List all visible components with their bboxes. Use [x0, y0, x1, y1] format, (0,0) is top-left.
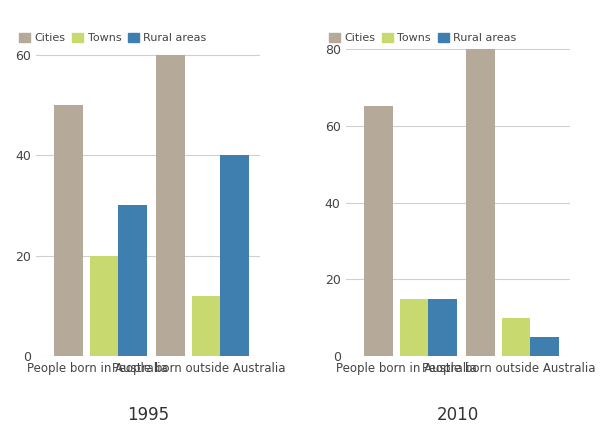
Bar [400, 298, 428, 356]
Bar [90, 256, 118, 356]
Bar [118, 206, 147, 356]
Bar [192, 296, 221, 356]
Bar [466, 49, 495, 356]
Bar [502, 318, 530, 356]
Legend: Cities, Towns, Rural areas: Cities, Towns, Rural areas [14, 29, 211, 48]
Bar [428, 298, 457, 356]
Bar [530, 337, 559, 356]
Bar [156, 55, 185, 356]
Title: 1995: 1995 [127, 406, 169, 424]
Bar [364, 106, 392, 356]
Bar [54, 105, 83, 356]
Legend: Cities, Towns, Rural areas: Cities, Towns, Rural areas [324, 29, 521, 48]
Bar [221, 155, 249, 356]
Title: 2010: 2010 [436, 406, 479, 424]
